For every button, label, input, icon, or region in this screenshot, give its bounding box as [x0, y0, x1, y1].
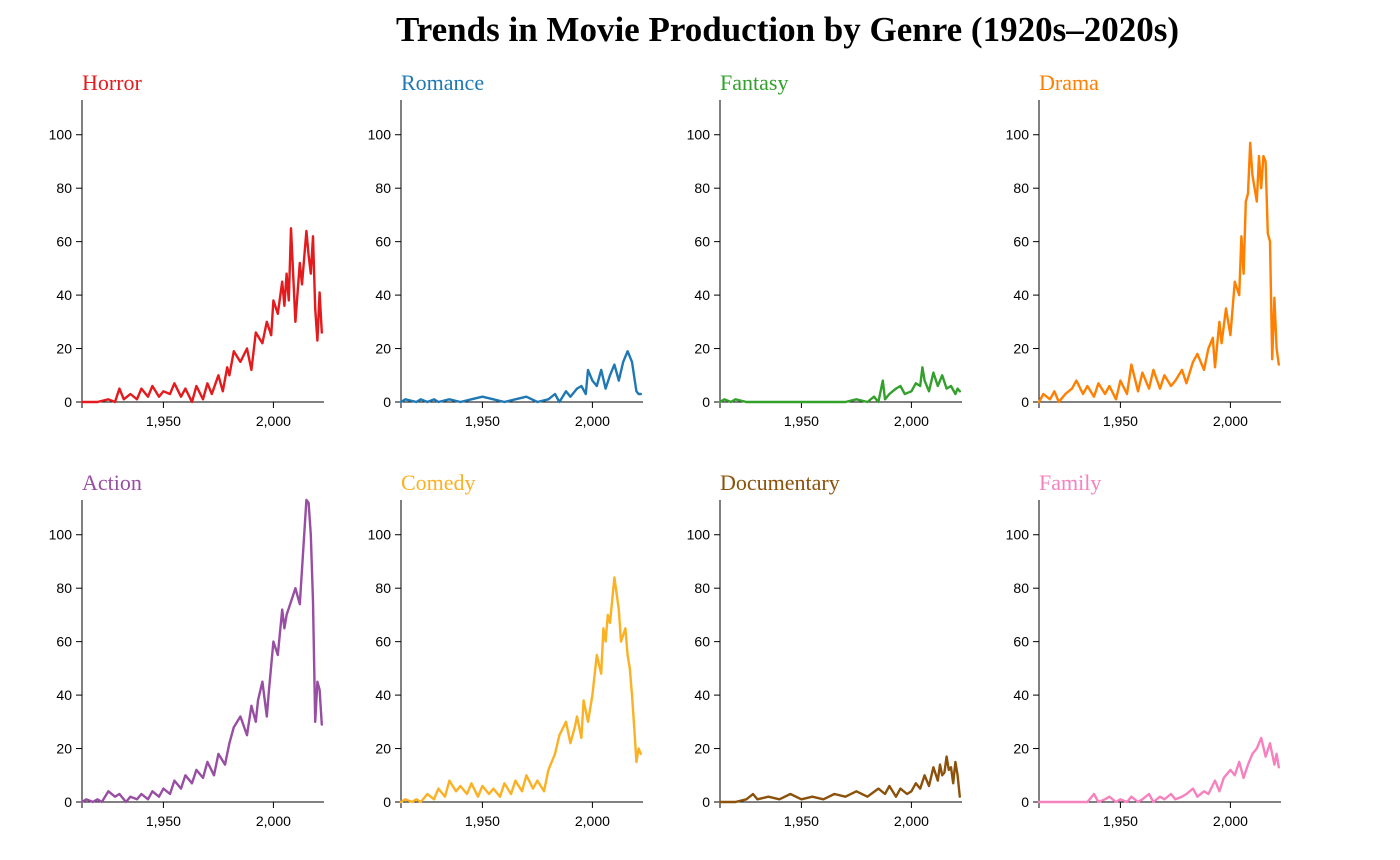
y-tick-label: 60 [694, 634, 710, 650]
panel-title-drama: Drama [1039, 70, 1099, 95]
x-tick-label: 2,000 [575, 413, 610, 429]
y-tick-label: 40 [375, 287, 391, 303]
y-tick-label: 20 [56, 741, 72, 757]
y-tick-label: 40 [375, 687, 391, 703]
y-tick-label: 60 [1013, 634, 1029, 650]
x-tick-label: 2,000 [1213, 813, 1248, 829]
y-tick-label: 80 [1013, 180, 1029, 196]
y-tick-label: 60 [1013, 234, 1029, 250]
series-line-comedy [399, 576, 642, 804]
panel-comedy: Comedy 0 20 40 60 80 100 1,950 2,000 [368, 470, 643, 829]
y-tick-label: 20 [694, 741, 710, 757]
y-tick-label: 100 [1006, 527, 1030, 543]
y-tick-label: 60 [56, 234, 72, 250]
series-line-action [80, 498, 323, 804]
y-tick-label: 100 [1006, 127, 1030, 143]
y-tick-label: 0 [64, 394, 72, 410]
series-line-horror [80, 227, 323, 404]
x-tick-label: 1,950 [784, 413, 819, 429]
y-tick-label: 100 [687, 527, 711, 543]
y-tick-label: 40 [56, 687, 72, 703]
x-tick-label: 1,950 [465, 413, 500, 429]
x-tick-label: 1,950 [146, 813, 181, 829]
y-tick-label: 60 [375, 234, 391, 250]
y-tick-label: 60 [56, 634, 72, 650]
y-tick-label: 20 [375, 341, 391, 357]
panel-title-romance: Romance [401, 70, 484, 95]
y-tick-label: 0 [383, 394, 391, 410]
x-tick-label: 1,950 [1103, 813, 1138, 829]
x-tick-label: 1,950 [784, 813, 819, 829]
y-tick-label: 80 [375, 580, 391, 596]
y-tick-label: 0 [383, 794, 391, 810]
panel-title-fantasy: Fantasy [720, 70, 788, 95]
y-tick-label: 100 [49, 127, 73, 143]
panel-title-documentary: Documentary [720, 470, 840, 495]
y-tick-label: 0 [702, 794, 710, 810]
y-tick-label: 60 [375, 634, 391, 650]
panel-horror: Horror 0 20 40 60 80 100 1,950 2,000 [49, 70, 324, 429]
x-tick-label: 2,000 [1213, 413, 1248, 429]
series-line-documentary [718, 755, 961, 804]
y-tick-label: 40 [694, 687, 710, 703]
y-tick-label: 100 [49, 527, 73, 543]
series-line-family [1037, 736, 1281, 804]
series-line-romance [399, 350, 642, 404]
y-tick-label: 80 [694, 180, 710, 196]
panel-documentary: Documentary 0 20 40 60 80 100 1,950 2,000 [687, 470, 962, 829]
y-tick-label: 40 [1013, 687, 1029, 703]
y-tick-label: 80 [375, 180, 391, 196]
y-tick-label: 100 [368, 127, 392, 143]
panel-action: Action 0 20 40 60 80 100 1,950 2,000 [49, 470, 324, 829]
series-line-drama [1037, 141, 1281, 404]
y-tick-label: 20 [694, 341, 710, 357]
x-tick-label: 2,000 [256, 813, 291, 829]
x-tick-label: 1,950 [146, 413, 181, 429]
y-tick-label: 20 [56, 341, 72, 357]
y-tick-label: 40 [56, 287, 72, 303]
x-tick-label: 1,950 [1103, 413, 1138, 429]
panel-family: Family 0 20 40 60 80 100 1,950 2,000 [1006, 470, 1281, 829]
y-tick-label: 40 [1013, 287, 1029, 303]
panel-romance: Romance 0 20 40 60 80 100 1,950 2,000 [368, 70, 643, 429]
y-tick-label: 100 [687, 127, 711, 143]
series-line-fantasy [718, 366, 961, 404]
y-tick-label: 100 [368, 527, 392, 543]
y-tick-label: 0 [702, 394, 710, 410]
panel-title-comedy: Comedy [401, 470, 476, 495]
panel-title-family: Family [1039, 470, 1101, 495]
panel-title-action: Action [82, 470, 142, 495]
x-tick-label: 2,000 [256, 413, 291, 429]
x-tick-label: 2,000 [575, 813, 610, 829]
y-tick-label: 20 [1013, 741, 1029, 757]
y-tick-label: 20 [375, 741, 391, 757]
panel-title-horror: Horror [82, 70, 143, 95]
chart-title: Trends in Movie Production by Genre (192… [396, 10, 1179, 49]
y-tick-label: 20 [1013, 341, 1029, 357]
y-tick-label: 80 [694, 580, 710, 596]
y-tick-label: 0 [1021, 394, 1029, 410]
y-tick-label: 80 [56, 180, 72, 196]
y-tick-label: 0 [1021, 794, 1029, 810]
panel-fantasy: Fantasy 0 20 40 60 80 100 1,950 2,000 [687, 70, 962, 429]
y-tick-label: 60 [694, 234, 710, 250]
y-tick-label: 80 [1013, 580, 1029, 596]
y-tick-label: 40 [694, 287, 710, 303]
panel-drama: Drama 0 20 40 60 80 100 1,950 2,000 [1006, 70, 1281, 429]
x-tick-label: 2,000 [894, 413, 929, 429]
x-tick-label: 2,000 [894, 813, 929, 829]
y-tick-label: 80 [56, 580, 72, 596]
x-tick-label: 1,950 [465, 813, 500, 829]
y-tick-label: 0 [64, 794, 72, 810]
